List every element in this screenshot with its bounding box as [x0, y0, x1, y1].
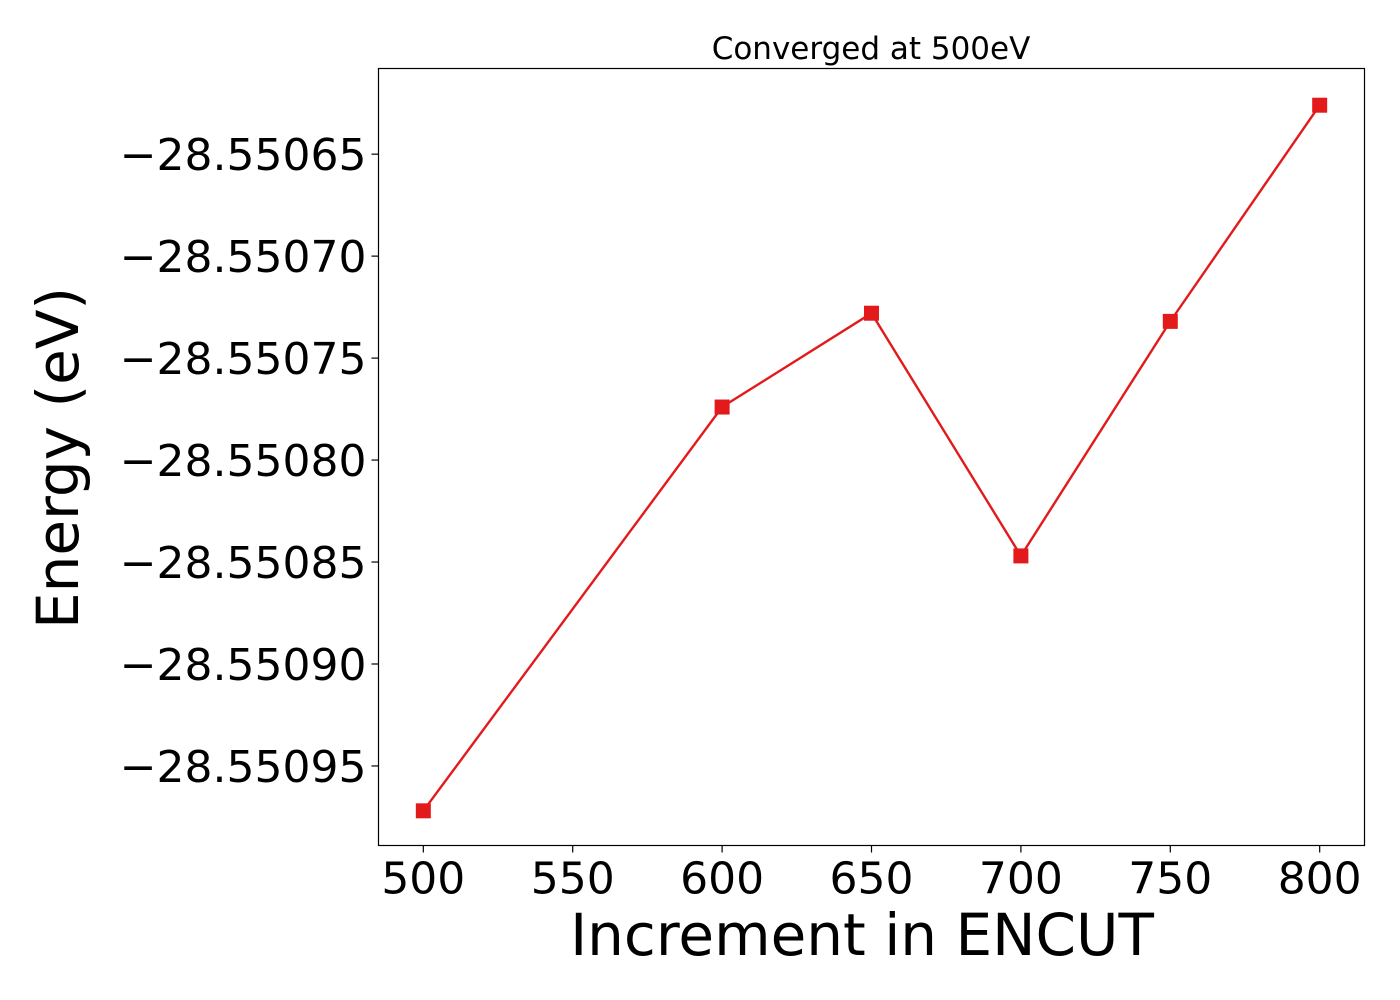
plot-layer: [415, 97, 1328, 819]
y-tick-label: −28.55080: [120, 436, 367, 487]
data-point-marker: [1312, 97, 1328, 113]
y-tick-label: −28.55095: [120, 742, 367, 793]
x-axis-label: Increment in ENCUT: [570, 901, 1154, 969]
x-tick-label: 700: [979, 854, 1063, 905]
data-point-marker: [415, 803, 431, 819]
x-tick-label: 500: [381, 854, 465, 905]
x-tick-label: 800: [1278, 854, 1362, 905]
data-point-marker: [864, 305, 879, 321]
y-tick-label: −28.55090: [120, 640, 367, 691]
data-point-marker: [1162, 313, 1178, 329]
x-tick-label: 750: [1128, 854, 1212, 905]
y-tick-label: −28.55075: [120, 334, 367, 385]
y-tick-label: −28.55085: [120, 538, 367, 589]
x-tick-label: 650: [830, 854, 914, 905]
data-point-marker: [714, 399, 730, 415]
y-axis-label: Energy (eV): [24, 287, 92, 629]
chart-title: Converged at 500eV: [712, 31, 1031, 67]
x-tick-label: 550: [531, 854, 615, 905]
data-point-marker: [1013, 548, 1029, 564]
y-tick-label: −28.55065: [120, 130, 367, 181]
plot-frame: [377, 67, 1366, 847]
y-tick-label: −28.55070: [120, 232, 367, 283]
x-axis-ticks: 500 550 600 650 700 750 800: [381, 845, 1362, 905]
x-tick-label: 600: [680, 854, 764, 905]
y-axis-ticks: −28.55065 −28.55070 −28.55075 −28.55080 −28.…: [120, 130, 379, 793]
series-line: [422, 104, 1321, 812]
